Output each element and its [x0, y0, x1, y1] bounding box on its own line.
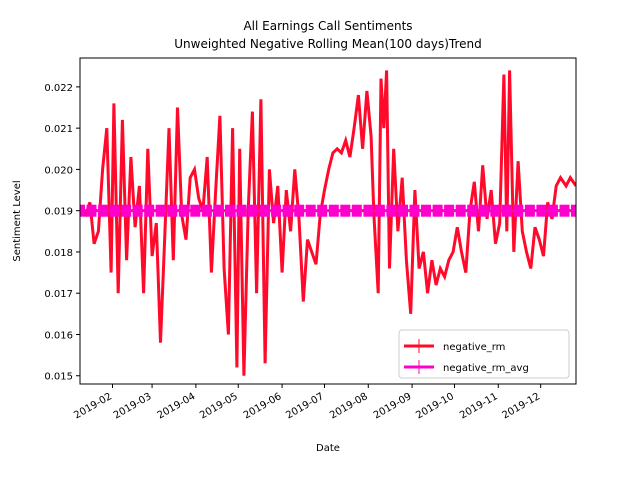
x-tick-label: 2019-02 [72, 391, 114, 421]
avg-marker [490, 204, 501, 217]
avg-marker [132, 204, 143, 217]
y-tick-label: 0.021 [44, 124, 73, 135]
avg-marker [513, 204, 524, 217]
avg-marker [294, 204, 305, 217]
avg-marker [501, 204, 512, 217]
avg-marker [478, 204, 489, 217]
avg-marker [144, 204, 155, 217]
avg-marker [225, 204, 235, 217]
avg-marker [386, 204, 397, 217]
legend: negative_rm negative_rm_avg [398, 329, 570, 379]
avg-marker [167, 204, 178, 217]
avg-marker [524, 204, 535, 217]
avg-marker [201, 204, 212, 217]
y-tick-label: 0.018 [44, 248, 73, 259]
x-tick-label: 2019-04 [156, 391, 198, 421]
x-tick-label: 2019-10 [414, 391, 456, 421]
avg-marker [305, 204, 316, 217]
y-tick-label: 0.015 [44, 372, 73, 383]
avg-marker [559, 204, 570, 217]
avg-marker [248, 204, 258, 217]
avg-marker [398, 204, 408, 217]
avg-marker [271, 204, 282, 217]
y-axis: 0.015 0.016 0.017 0.018 0.019 0.020 0.021 0.022 [44, 83, 80, 383]
avg-marker [467, 204, 478, 217]
avg-marker [109, 204, 120, 217]
avg-marker [571, 204, 576, 217]
y-tick-label: 0.016 [44, 330, 73, 341]
x-axis-label: Date [316, 443, 340, 454]
series-line-negative_rm [80, 70, 576, 376]
avg-marker [259, 204, 270, 217]
x-tick-label: 2019-08 [328, 391, 370, 421]
avg-marker [328, 204, 339, 217]
avg-marker [351, 204, 362, 217]
avg-marker [80, 204, 85, 217]
avg-marker [547, 204, 558, 217]
avg-marker [363, 204, 374, 217]
avg-marker [432, 204, 443, 217]
y-axis-label: Sentiment Level [12, 180, 23, 261]
x-tick-label: 2019-07 [284, 391, 326, 421]
avg-marker [98, 204, 109, 217]
legend-box [398, 329, 570, 379]
avg-marker [236, 204, 247, 217]
legend-label-negative_rm_avg: negative_rm_avg [443, 363, 529, 374]
legend-label-negative_rm: negative_rm [443, 342, 505, 353]
avg-marker [86, 204, 97, 217]
avg-marker [282, 204, 293, 217]
x-tick-label: 2019-05 [198, 391, 240, 421]
y-tick-label: 0.019 [44, 207, 73, 218]
chart-subtitle: Unweighted Negative Rolling Mean(100 day… [174, 37, 481, 51]
series-layer [80, 70, 576, 376]
x-tick-label: 2019-11 [458, 391, 500, 421]
plot-frame [79, 57, 577, 385]
avg-marker [190, 204, 201, 217]
avg-marker [121, 204, 132, 217]
avg-marker [155, 204, 166, 217]
avg-marker [455, 204, 466, 217]
avg-marker [409, 204, 420, 217]
x-tick-label: 2019-12 [500, 391, 542, 421]
avg-marker [421, 204, 431, 217]
avg-marker [213, 204, 224, 217]
avg-marker [178, 204, 189, 217]
y-tick-label: 0.022 [44, 83, 73, 94]
x-tick-label: 2019-06 [242, 391, 284, 421]
x-tick-label: 2019-03 [112, 391, 154, 421]
chart-title: All Earnings Call Sentiments [243, 19, 412, 33]
avg-marker [317, 204, 328, 217]
y-tick-label: 0.020 [44, 165, 73, 176]
y-tick-label: 0.017 [44, 289, 73, 300]
legend-entries: negative_rm negative_rm_avg [404, 339, 529, 374]
plot-area [79, 57, 577, 385]
avg-marker [340, 204, 351, 217]
avg-marker [536, 204, 547, 217]
avg-marker [374, 204, 385, 217]
avg-marker [444, 204, 455, 217]
x-tick-label: 2019-09 [372, 391, 414, 421]
